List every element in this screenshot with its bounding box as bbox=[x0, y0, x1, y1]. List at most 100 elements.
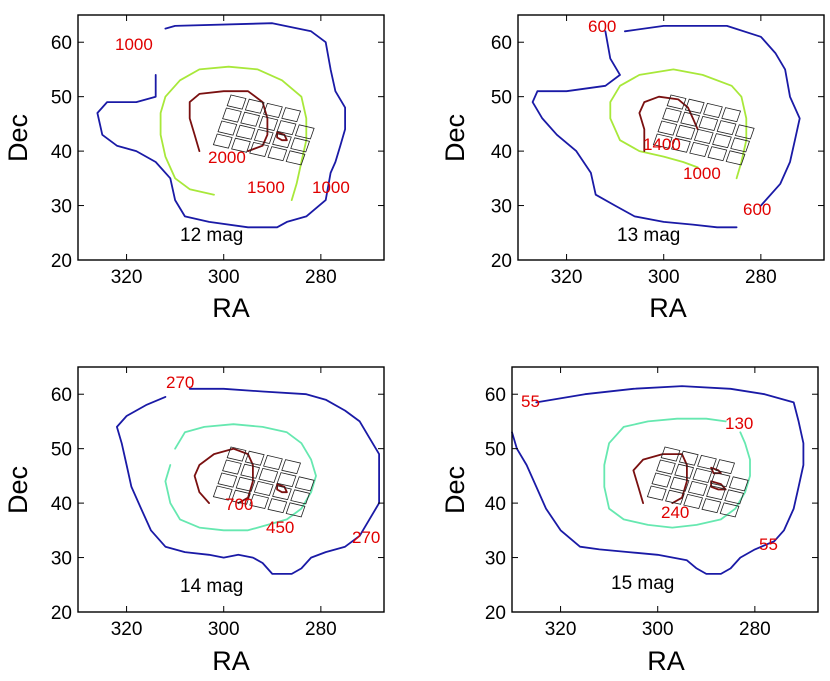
x-tick-label: 300 bbox=[642, 619, 674, 640]
contour-label: 270 bbox=[352, 528, 380, 547]
y-tick-label: 50 bbox=[491, 88, 512, 109]
x-tick-label: 320 bbox=[551, 267, 583, 288]
ccd-tile bbox=[281, 107, 302, 123]
contours-group bbox=[531, 25, 801, 229]
ccd-tile bbox=[707, 146, 728, 162]
ccd-tile bbox=[267, 146, 288, 162]
ccd-tile bbox=[212, 485, 233, 501]
ccd-tile bbox=[652, 133, 673, 149]
magnitude-label: 15 mag bbox=[611, 573, 674, 594]
y-tick-label: 20 bbox=[491, 251, 512, 272]
ccd-tile bbox=[666, 94, 687, 110]
ccd-tile bbox=[716, 120, 737, 136]
chart-svg: 320 300 280 20 30 40 50 60 RA Dec 12 mag 1000 1… bbox=[3, 14, 385, 323]
ccd-tile bbox=[253, 128, 274, 144]
y-tick-label: 30 bbox=[51, 549, 72, 570]
contour-line-450 bbox=[164, 423, 317, 532]
y-tick-label: 30 bbox=[485, 549, 506, 570]
ccd-tile bbox=[721, 107, 742, 123]
ccd-tile bbox=[285, 150, 306, 166]
ccd-tile bbox=[222, 459, 242, 475]
ccd-tile bbox=[240, 463, 261, 479]
ccd-tile bbox=[698, 115, 719, 131]
y-tick-label: 40 bbox=[485, 494, 506, 515]
ccd-footprint-grid bbox=[646, 446, 749, 518]
contours-group bbox=[116, 387, 380, 575]
y-tick-label: 20 bbox=[51, 603, 72, 624]
contour-label: 55 bbox=[759, 535, 778, 554]
contour-label: 700 bbox=[225, 495, 253, 514]
ccd-tile bbox=[730, 137, 751, 153]
y-tick-label: 40 bbox=[51, 494, 72, 515]
ccd-tile bbox=[692, 467, 713, 483]
ccd-tile bbox=[665, 489, 685, 505]
contour-label: 240 bbox=[661, 503, 689, 522]
ccd-tile bbox=[263, 454, 283, 470]
ccd-tile bbox=[706, 485, 726, 501]
ccd-tile bbox=[671, 137, 691, 153]
chart-panel-13mag: 320 300 280 20 30 40 50 60 RA Dec 13 mag 600 14… bbox=[415, 0, 825, 340]
contour-label: 600 bbox=[743, 200, 771, 219]
ccd-tile bbox=[212, 133, 233, 149]
magnitude-label: 14 mag bbox=[180, 576, 243, 597]
x-axis-title: RA bbox=[212, 293, 250, 323]
contour-line-270 bbox=[116, 387, 380, 575]
contour-line-600 bbox=[531, 30, 738, 229]
contour-label: 1000 bbox=[683, 164, 721, 183]
ccd-tile bbox=[697, 454, 717, 470]
ccd-tile bbox=[703, 102, 723, 118]
ccd-tile bbox=[725, 150, 746, 166]
ccd-tile bbox=[734, 124, 755, 140]
ccd-tile bbox=[294, 476, 315, 492]
y-tick-label: 30 bbox=[491, 197, 512, 218]
x-tick-label: 320 bbox=[111, 267, 143, 288]
contour-label: 2000 bbox=[208, 148, 246, 167]
ccd-tile bbox=[651, 472, 672, 488]
ccd-tile bbox=[235, 124, 256, 140]
ccd-footprint-grid bbox=[652, 94, 755, 166]
contour-label: 450 bbox=[266, 518, 294, 537]
y-axis-title: Dec bbox=[3, 114, 33, 162]
ccd-tile bbox=[226, 446, 247, 462]
contour-label: 1500 bbox=[247, 178, 285, 197]
ccd-tile bbox=[285, 502, 306, 518]
axis-ticks: 320 300 280 20 30 40 50 60 bbox=[491, 15, 824, 288]
contour-label: 55 bbox=[521, 392, 540, 411]
y-tick-label: 40 bbox=[51, 142, 72, 163]
contour-label: 1000 bbox=[115, 35, 153, 54]
contour-label: 1000 bbox=[312, 178, 350, 197]
y-tick-label: 50 bbox=[485, 440, 506, 461]
axis-ticks: 320 300 280 20 30 40 50 60 bbox=[485, 367, 818, 640]
ccd-tile bbox=[276, 472, 297, 488]
contour-label: 600 bbox=[588, 17, 616, 36]
magnitude-label: 12 mag bbox=[180, 225, 243, 246]
ccd-tile bbox=[258, 115, 279, 131]
ccd-tile bbox=[217, 472, 238, 488]
ccd-tile bbox=[701, 498, 722, 514]
ccd-tile bbox=[678, 450, 699, 466]
y-tick-label: 60 bbox=[51, 33, 72, 54]
plot-area-frame bbox=[77, 366, 385, 613]
y-tick-label: 30 bbox=[51, 197, 72, 218]
ccd-tile bbox=[240, 111, 261, 127]
contour-label: 1400 bbox=[643, 135, 681, 154]
ccd-tile bbox=[689, 141, 710, 157]
chart-panel-12mag: 320 300 280 20 30 40 50 60 RA Dec 12 mag 1000 1… bbox=[0, 0, 400, 340]
ccd-tile bbox=[244, 450, 265, 466]
contours-group bbox=[96, 22, 346, 229]
contour-line-1000 bbox=[609, 68, 748, 180]
y-tick-label: 40 bbox=[491, 142, 512, 163]
x-tick-label: 320 bbox=[545, 619, 577, 640]
ccd-tile bbox=[669, 476, 690, 492]
plot-area-frame bbox=[77, 14, 385, 261]
ccd-tile bbox=[231, 489, 251, 505]
ccd-tile bbox=[294, 124, 315, 140]
plot-area-frame bbox=[517, 14, 825, 261]
y-axis-title: Dec bbox=[440, 114, 470, 162]
ccd-tile bbox=[712, 133, 732, 149]
ccd-tile bbox=[290, 137, 311, 153]
ccd-tile bbox=[719, 502, 740, 518]
axis-ticks: 320 300 280 20 30 40 50 60 bbox=[51, 367, 384, 640]
ccd-tile bbox=[276, 120, 297, 136]
ccd-tile bbox=[687, 480, 708, 496]
